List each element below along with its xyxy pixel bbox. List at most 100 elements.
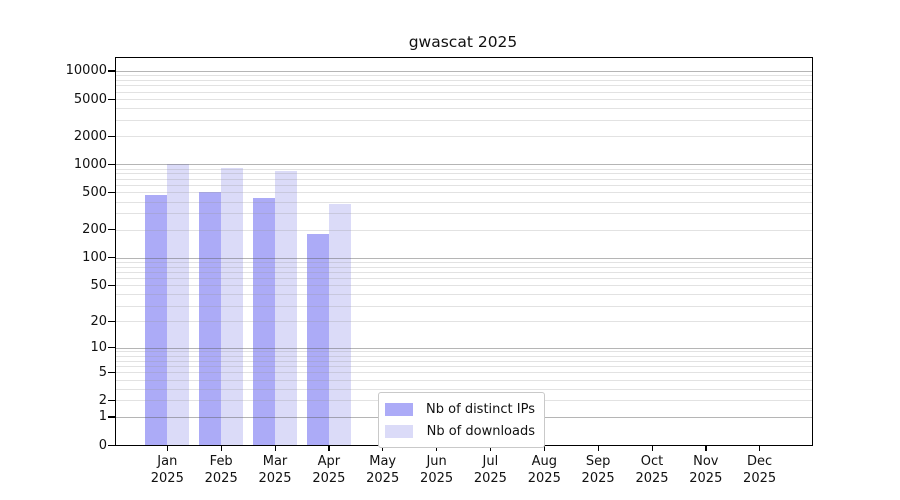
y-tick-label: 0: [98, 437, 107, 453]
gridline: [116, 372, 812, 374]
x-tick: [166, 445, 169, 451]
year-label: 2025: [743, 470, 777, 486]
x-tick: [382, 445, 384, 451]
month-label: Jan: [157, 454, 178, 469]
x-tick: [489, 445, 492, 451]
year-label: 2025: [258, 470, 292, 486]
x-tick-label: Aug 2025: [516, 454, 572, 487]
bar-distinct-ips-jan: [145, 194, 168, 445]
bar-downloads-jan: [167, 163, 190, 445]
month-label: Apr: [317, 454, 341, 469]
year-label: 2025: [473, 470, 507, 486]
bar-distinct-ips-mar: [253, 197, 275, 445]
year-label: 2025: [204, 470, 238, 486]
gridline: [116, 192, 812, 194]
y-tick: [108, 399, 115, 402]
x-tick-label: Nov 2025: [678, 454, 734, 487]
gridline: [116, 164, 812, 166]
y-tick-label: 2: [98, 392, 107, 408]
y-tick: [108, 284, 115, 287]
gridline: [116, 70, 812, 72]
gridline: [116, 261, 812, 263]
month-label: Aug: [531, 454, 557, 469]
year-label: 2025: [581, 470, 615, 486]
x-tick-label: Jul 2025: [462, 454, 518, 487]
x-tick: [220, 445, 222, 451]
y-tick-label: 5: [98, 364, 107, 380]
legend: Nb of distinct IPs Nb of downloads: [378, 392, 545, 448]
gridline: [116, 119, 812, 121]
gridline: [116, 99, 812, 100]
y-tick: [108, 371, 115, 373]
legend-item-distinct-ips: Nb of distinct IPs: [385, 399, 535, 419]
year-label: 2025: [366, 470, 400, 486]
year-label: 2025: [527, 470, 561, 486]
month-label: Feb: [209, 454, 233, 469]
month-label: Mar: [262, 454, 288, 469]
gridline: [116, 351, 812, 353]
bar-distinct-ips-feb: [199, 192, 222, 445]
x-tick-label: Oct 2025: [624, 454, 680, 487]
plot-area: 10000 5000 2000 1000 500 200 100 50 20 10 5 2 1 0 Jan…: [66, 57, 813, 486]
y-tick-label: 5000: [73, 91, 107, 107]
x-tick-label: Jan 2025: [139, 454, 195, 487]
gridline: [116, 108, 812, 109]
year-label: 2025: [312, 470, 346, 486]
gridline: [116, 136, 812, 138]
x-tick-label: May 2025: [355, 454, 411, 487]
x-tick: [651, 445, 653, 451]
gridline: [116, 185, 812, 186]
gridline: [116, 79, 812, 81]
month-label: Sep: [585, 454, 611, 469]
year-label: 2025: [150, 470, 184, 486]
y-tick: [108, 163, 115, 166]
x-tick-label: Apr 2025: [301, 454, 357, 487]
y-tick-label: 10000: [65, 63, 107, 79]
x-tick: [759, 445, 761, 451]
x-tick: [328, 445, 330, 451]
month-label: Jun: [426, 454, 447, 469]
y-tick-label: 20: [90, 313, 107, 329]
gridline: [116, 85, 812, 87]
chart-title: gwascat 2025: [408, 33, 518, 51]
gridline: [116, 278, 812, 279]
y-tick: [108, 416, 115, 418]
y-tick-label: 50: [90, 277, 107, 293]
bar-distinct-ips-apr: [306, 233, 329, 445]
bar-downloads-feb: [221, 167, 244, 445]
month-label: May: [369, 454, 397, 469]
gridline: [116, 271, 812, 273]
y-tick-label: 100: [82, 250, 107, 265]
gridline: [116, 294, 812, 296]
bar-downloads-mar: [275, 170, 297, 445]
y-tick: [108, 98, 115, 100]
gridline: [116, 305, 812, 307]
x-tick-label: Sep 2025: [570, 454, 626, 487]
distinct-ips-swatch: [385, 402, 413, 416]
y-tick-label: 500: [82, 184, 107, 200]
x-tick: [436, 445, 438, 451]
legend-label-distinct-ips: Nb of distinct IPs: [426, 401, 535, 417]
month-label: Jul: [482, 454, 499, 469]
gridline: [116, 360, 812, 362]
gridline: [116, 379, 812, 381]
y-tick-label: 200: [82, 222, 107, 237]
y-tick: [108, 191, 115, 194]
month-label: Dec: [747, 454, 773, 469]
gridline: [116, 173, 812, 175]
gridline: [116, 285, 812, 287]
y-tick: [108, 347, 115, 349]
gridline: [116, 257, 812, 259]
x-tick: [705, 445, 707, 451]
x-tick: [597, 445, 599, 451]
y-tick: [108, 229, 115, 231]
y-tick: [108, 320, 115, 323]
legend-label-downloads: Nb of downloads: [426, 423, 535, 439]
gridline: [116, 229, 812, 231]
gridline: [116, 355, 812, 357]
gridline: [116, 321, 812, 323]
y-tick-label: 1000: [73, 156, 107, 172]
x-tick-label: Jun 2025: [409, 454, 465, 487]
x-tick-label: Mar 2025: [247, 454, 303, 487]
